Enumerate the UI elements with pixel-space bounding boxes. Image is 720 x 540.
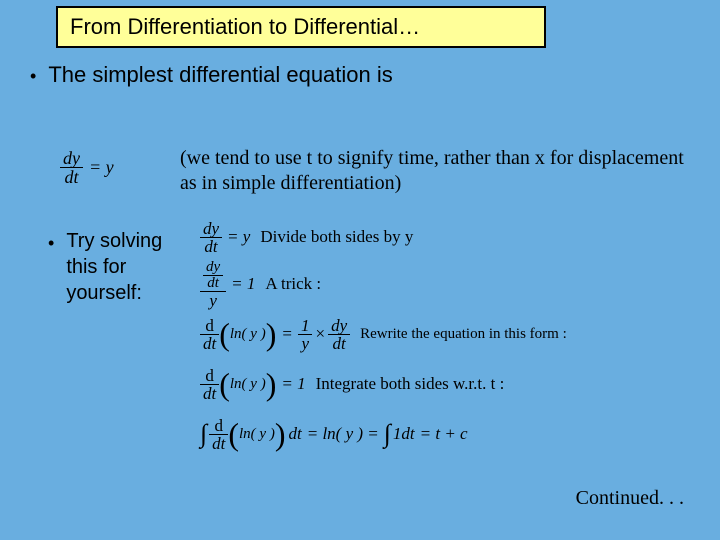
s2-num-top: dy — [203, 260, 223, 276]
bullet1-text: The simplest differential equation is — [48, 62, 392, 88]
equation-simple: dy dt = y — [60, 148, 114, 186]
step-5: ∫ d dt ( ln( y ) ) dt = ln( y ) = ∫ 1dt … — [200, 412, 567, 456]
s4-rhs: = 1 — [281, 374, 305, 394]
continued-text: Continued. . . — [576, 487, 684, 509]
s1-comment: Divide both sides by y — [260, 227, 413, 247]
s4-dt: dt — [200, 385, 219, 402]
slide-title-box: From Differentiation to Differential… — [56, 6, 546, 48]
s3-r2num: dy — [328, 317, 350, 335]
bullet-try-solving: • Try solving this for yourself: — [48, 228, 188, 306]
s1-num: dy — [200, 220, 222, 238]
s4-comment: Integrate both sides w.r.t. t : — [316, 374, 505, 394]
s2-comment: A trick : — [265, 274, 321, 294]
s3-d: d — [200, 317, 219, 335]
s4-inner: ln( y ) — [230, 376, 266, 393]
s5-mid1: = ln( y ) = — [307, 424, 379, 444]
s3-comment: Rewrite the equation in this form : — [360, 326, 567, 343]
s1-den: dt — [200, 238, 222, 255]
s2-rhs: = 1 — [231, 274, 255, 294]
s5-dt-suffix: dt — [289, 424, 302, 444]
note-parenthetical: (we tend to use t to signify time, rathe… — [180, 146, 690, 196]
s2-den: y — [200, 292, 226, 309]
s2-top: dy dt — [200, 260, 226, 292]
derivation-steps: dy dt = y Divide both sides by y dy dt y… — [200, 218, 567, 462]
s3-eq: = — [282, 324, 292, 344]
eq1-num: dy — [60, 149, 83, 168]
bullet-dot-icon: • — [30, 66, 36, 87]
s5-d: d — [209, 417, 228, 435]
eq1-rhs: = y — [89, 157, 114, 178]
s1-rhs: = y — [227, 227, 250, 247]
s5-dt: dt — [209, 435, 228, 452]
s3-rden: y — [298, 335, 313, 352]
step-2: dy dt y = 1 A trick : — [200, 262, 567, 306]
s5-mid2: = t + c — [420, 424, 468, 444]
s5-int1: ∫ — [200, 424, 207, 445]
s3-inner: ln( y ) — [230, 326, 266, 343]
s5-int2: ∫ — [384, 424, 391, 445]
eq1-den: dt — [60, 168, 83, 186]
bullet-simplest: • The simplest differential equation is — [30, 62, 393, 88]
step-4: d dt ( ln( y ) ) = 1 Integrate both side… — [200, 362, 567, 406]
s3-times: × — [315, 324, 325, 344]
step-1: dy dt = y Divide both sides by y — [200, 218, 567, 256]
s3-r2den: dt — [328, 335, 350, 352]
bullet2-text: Try solving this for yourself: — [66, 228, 188, 306]
s5-inner: ln( y ) — [239, 426, 275, 443]
step-3: d dt ( ln( y ) ) = 1 y × dy dt Rewrite t… — [200, 312, 567, 356]
note-text: (we tend to use t to signify time, rathe… — [180, 147, 684, 194]
slide-title: From Differentiation to Differential… — [70, 14, 420, 40]
s2-num-bot: dt — [203, 276, 223, 291]
s3-dt: dt — [200, 335, 219, 352]
s3-rnum: 1 — [298, 317, 313, 335]
continued-label: Continued. . . — [576, 487, 684, 510]
s5-1dt: 1dt — [393, 424, 415, 444]
s4-d: d — [200, 367, 219, 385]
bullet-dot-icon: • — [48, 232, 54, 255]
